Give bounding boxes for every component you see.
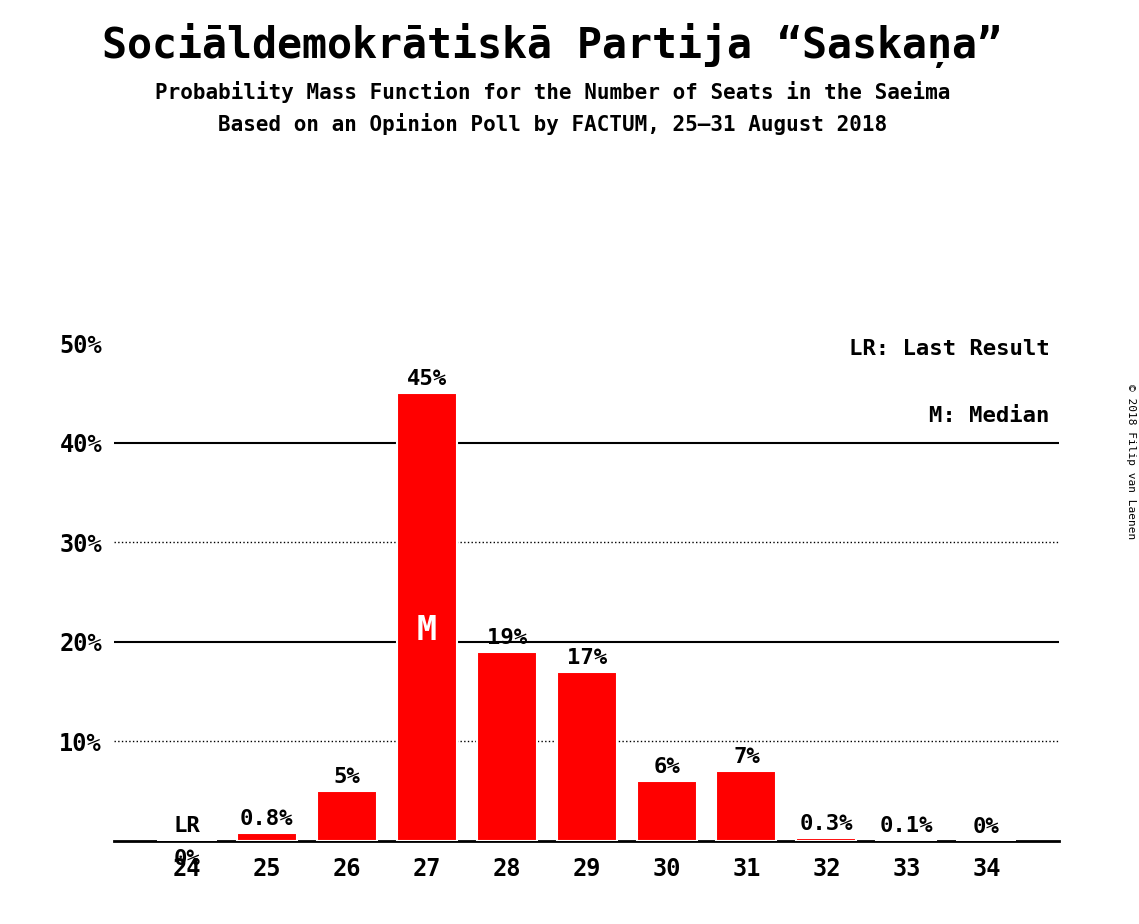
Text: 0.1%: 0.1% — [879, 816, 933, 836]
Bar — [637, 781, 697, 841]
Bar — [476, 651, 536, 841]
Bar — [237, 833, 297, 841]
Text: 0.3%: 0.3% — [800, 814, 853, 833]
Text: 17%: 17% — [566, 648, 607, 668]
Text: Sociāldemokrātiskā Partija “Saskaņa”: Sociāldemokrātiskā Partija “Saskaņa” — [103, 23, 1002, 68]
Bar — [876, 840, 936, 841]
Text: © 2018 Filip van Laenen: © 2018 Filip van Laenen — [1126, 384, 1136, 540]
Text: Probability Mass Function for the Number of Seats in the Saeima: Probability Mass Function for the Number… — [155, 81, 950, 103]
Text: LR: LR — [173, 816, 200, 836]
Text: LR: Last Result: LR: Last Result — [850, 339, 1050, 359]
Text: 0.8%: 0.8% — [240, 808, 294, 829]
Text: 0%: 0% — [973, 817, 1000, 837]
Text: 19%: 19% — [486, 627, 526, 648]
Bar — [317, 791, 377, 841]
Bar — [716, 772, 777, 841]
Text: 6%: 6% — [653, 757, 680, 777]
Text: Based on an Opinion Poll by FACTUM, 25–31 August 2018: Based on an Opinion Poll by FACTUM, 25–3… — [218, 113, 887, 135]
Text: 7%: 7% — [734, 748, 760, 767]
Bar — [396, 393, 457, 841]
Text: M: M — [417, 614, 436, 647]
Bar — [796, 838, 857, 841]
Text: M: Median: M: Median — [929, 407, 1050, 426]
Text: 0%: 0% — [173, 849, 200, 869]
Text: 5%: 5% — [334, 767, 360, 787]
Text: 45%: 45% — [407, 369, 446, 389]
Bar — [557, 672, 616, 841]
